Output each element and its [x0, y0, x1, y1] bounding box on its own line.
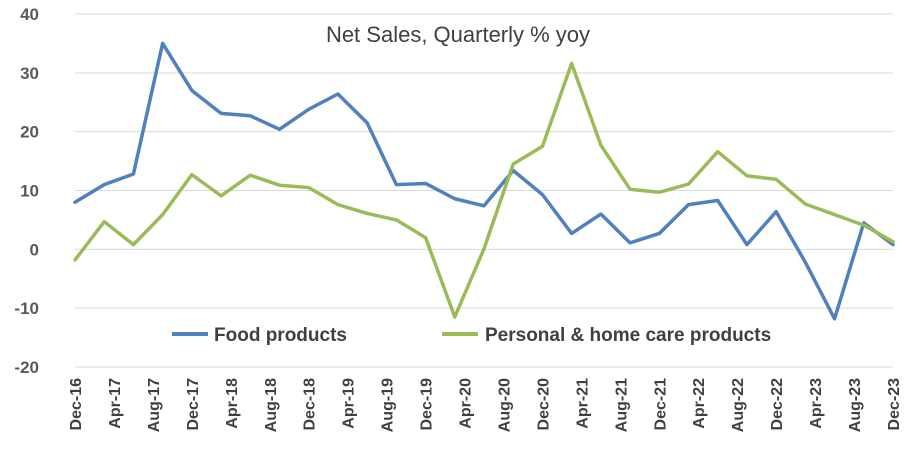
x-tick-label: Dec-17 — [185, 378, 202, 431]
x-tick-label: Apr-21 — [574, 378, 591, 429]
x-tick-label: Dec-16 — [68, 378, 85, 431]
x-tick-label: Apr-17 — [107, 378, 124, 429]
x-tick-label: Dec-20 — [535, 378, 552, 431]
series-line-food-products — [73, 41, 895, 321]
y-tick-label: -20 — [14, 358, 39, 377]
legend: Food products Personal & home care produ… — [172, 325, 771, 346]
x-tick-label: Apr-22 — [691, 378, 708, 429]
chart-title: Net Sales, Quarterly % yoy — [326, 22, 590, 47]
x-tick-label: Dec-19 — [419, 378, 436, 431]
y-tick-label: 0 — [30, 240, 39, 259]
x-tick-label: Apr-18 — [224, 378, 241, 429]
x-tick-label: Aug-19 — [380, 378, 397, 432]
x-tick-label: Apr-23 — [808, 378, 825, 429]
x-tick-label: Dec-18 — [302, 378, 319, 431]
x-tick-label: Aug-18 — [263, 378, 280, 432]
x-tick-label: Apr-20 — [458, 378, 475, 429]
y-tick-label: 30 — [20, 64, 39, 83]
x-tick-label: Apr-19 — [341, 378, 358, 429]
legend-label-food-products: Food products — [214, 325, 347, 346]
y-axis-tick-labels: -20 -10 0 10 20 30 40 — [14, 5, 39, 377]
x-tick-label: Dec-23 — [886, 378, 903, 431]
y-tick-label: 40 — [20, 5, 39, 24]
legend-label-personal-home-care-products: Personal & home care products — [485, 325, 771, 346]
x-tick-label: Aug-23 — [847, 378, 864, 432]
x-tick-label: Aug-17 — [146, 378, 163, 432]
x-tick-label: Aug-22 — [730, 378, 747, 432]
x-tick-label: Aug-20 — [496, 378, 513, 432]
x-axis-tick-labels: Dec-16 Apr-17 Aug-17 Dec-17 Apr-18 Aug-18 Dec-… — [68, 378, 903, 432]
x-tick-label: Aug-21 — [613, 378, 630, 432]
x-tick-label: Dec-22 — [769, 378, 786, 431]
y-tick-label: 10 — [20, 182, 39, 201]
x-tick-label: Dec-21 — [652, 378, 669, 431]
series-line-personal-home-care-products — [73, 61, 895, 319]
y-tick-label: -10 — [14, 299, 39, 318]
series-lines — [73, 41, 895, 321]
y-tick-label: 20 — [20, 123, 39, 142]
